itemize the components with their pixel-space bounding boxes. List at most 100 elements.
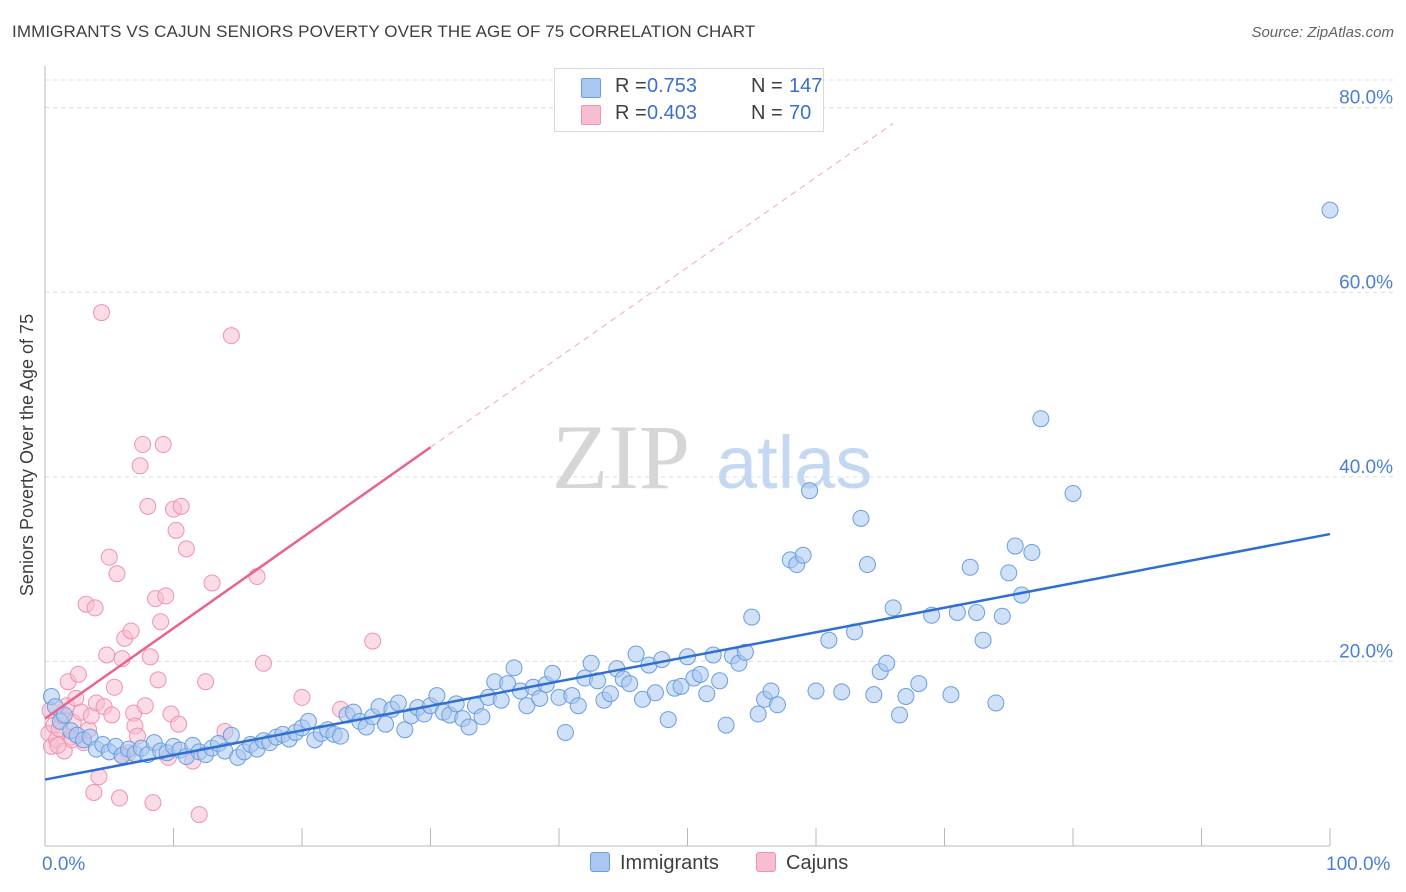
- cajuns-point: [222, 327, 240, 345]
- cajuns-point: [157, 587, 175, 605]
- cajuns-trend-line: [44, 446, 432, 720]
- cajuns-point: [85, 783, 103, 801]
- cajuns-legend-label: Cajuns: [786, 852, 849, 874]
- immigrants-points: [42, 201, 1339, 766]
- legend-item-cajuns[interactable]: Cajuns: [756, 852, 848, 875]
- immigrants-point: [891, 706, 909, 724]
- immigrants-point: [762, 682, 780, 700]
- r-label: R =: [615, 75, 647, 97]
- cajuns-point: [203, 574, 221, 592]
- immigrants-trend-line: [44, 532, 1331, 781]
- immigrants-point: [865, 686, 883, 704]
- cajuns-point: [131, 457, 149, 475]
- cajuns-swatch: [581, 105, 601, 125]
- immigrants-point: [711, 672, 729, 690]
- chart-title: IMMIGRANTS VS CAJUN SENIORS POVERTY OVER…: [12, 22, 756, 41]
- immigrants-point: [531, 689, 549, 707]
- immigrants-point: [717, 716, 735, 734]
- immigrants-point: [55, 706, 73, 724]
- immigrants-point: [601, 685, 619, 703]
- immigrants-point: [460, 718, 478, 736]
- y-tick-label: 20.0%: [1339, 641, 1393, 662]
- cajuns-point: [86, 599, 104, 617]
- immigrants-point: [556, 723, 574, 741]
- cajuns-point: [105, 678, 123, 696]
- immigrants-point: [736, 643, 754, 661]
- immigrants-point: [961, 558, 979, 576]
- y-tick-labels: 20.0% 40.0% 60.0% 80.0%: [1339, 88, 1393, 663]
- watermark-zip: ZIP: [552, 406, 690, 508]
- axes: [44, 66, 1331, 847]
- cajuns-point: [141, 648, 159, 666]
- watermark: ZIP atlas: [552, 406, 872, 508]
- immigrants-swatch: [581, 78, 601, 98]
- immigrants-legend-swatch: [590, 852, 610, 872]
- immigrants-point: [569, 697, 587, 715]
- cajuns-point: [152, 613, 170, 631]
- cajuns-point: [134, 436, 152, 454]
- cajuns-point: [93, 304, 111, 322]
- immigrants-point: [743, 608, 761, 626]
- cajuns-point: [293, 688, 311, 706]
- trend-lines: [44, 122, 1331, 781]
- n-value: 147: [789, 75, 823, 97]
- immigrants-point: [833, 683, 851, 701]
- cajuns-point: [69, 665, 87, 683]
- immigrants-point: [222, 726, 240, 744]
- cajuns-point: [144, 794, 162, 812]
- immigrants-point: [974, 631, 992, 649]
- cajuns-point: [108, 565, 126, 583]
- immigrants-point: [544, 664, 562, 682]
- x-tick-label-min: 0.0%: [42, 854, 85, 875]
- immigrants-point: [621, 675, 639, 693]
- cajuns-point: [100, 548, 118, 566]
- cajuns-point: [111, 789, 129, 807]
- r-value: 0.753: [647, 75, 698, 97]
- immigrants-point: [768, 696, 786, 714]
- cajuns-point: [172, 497, 190, 515]
- immigrants-point: [698, 685, 716, 703]
- cajuns-point: [139, 497, 157, 515]
- immigrants-point: [749, 705, 767, 723]
- immigrants-point: [582, 654, 600, 672]
- cajuns-point: [177, 540, 195, 558]
- immigrants-point: [794, 546, 812, 564]
- cajuns-points: [40, 304, 382, 824]
- cajuns-point: [98, 646, 116, 664]
- legend-item-immigrants[interactable]: Immigrants: [590, 852, 719, 875]
- cajuns-point: [103, 706, 121, 724]
- immigrants-point: [627, 645, 645, 663]
- immigrants-point: [332, 727, 350, 745]
- n-value: 70: [789, 102, 812, 124]
- r-value: 0.403: [647, 102, 698, 124]
- cajuns-point: [170, 715, 188, 733]
- immigrants-point: [672, 677, 690, 695]
- immigrants-point: [704, 646, 722, 664]
- immigrants-point: [1064, 484, 1082, 502]
- immigrants-point: [968, 604, 986, 622]
- y-tick-label: 60.0%: [1339, 272, 1393, 293]
- immigrants-point: [1032, 410, 1050, 428]
- immigrants-point: [389, 694, 407, 712]
- gridlines: [45, 79, 1395, 662]
- cajuns-point: [49, 736, 67, 754]
- cajuns-point: [154, 436, 172, 454]
- immigrants-point: [820, 631, 838, 649]
- immigrants-point: [878, 654, 896, 672]
- immigrants-point: [987, 694, 1005, 712]
- immigrants-point: [993, 607, 1011, 625]
- cajuns-point: [167, 521, 185, 539]
- immigrants-point: [1006, 537, 1024, 555]
- immigrants-point: [801, 482, 819, 500]
- immigrants-point: [1000, 564, 1018, 582]
- cajuns-legend-swatch: [756, 852, 776, 872]
- immigrants-point: [428, 687, 446, 705]
- r-label: R =: [615, 102, 647, 124]
- immigrants-point: [884, 599, 902, 617]
- immigrants-point: [659, 711, 677, 729]
- y-tick-label: 80.0%: [1339, 88, 1393, 109]
- cajuns-point: [122, 622, 140, 640]
- immigrants-point: [910, 675, 928, 693]
- x-tick-label-max: 100.0%: [1326, 854, 1391, 875]
